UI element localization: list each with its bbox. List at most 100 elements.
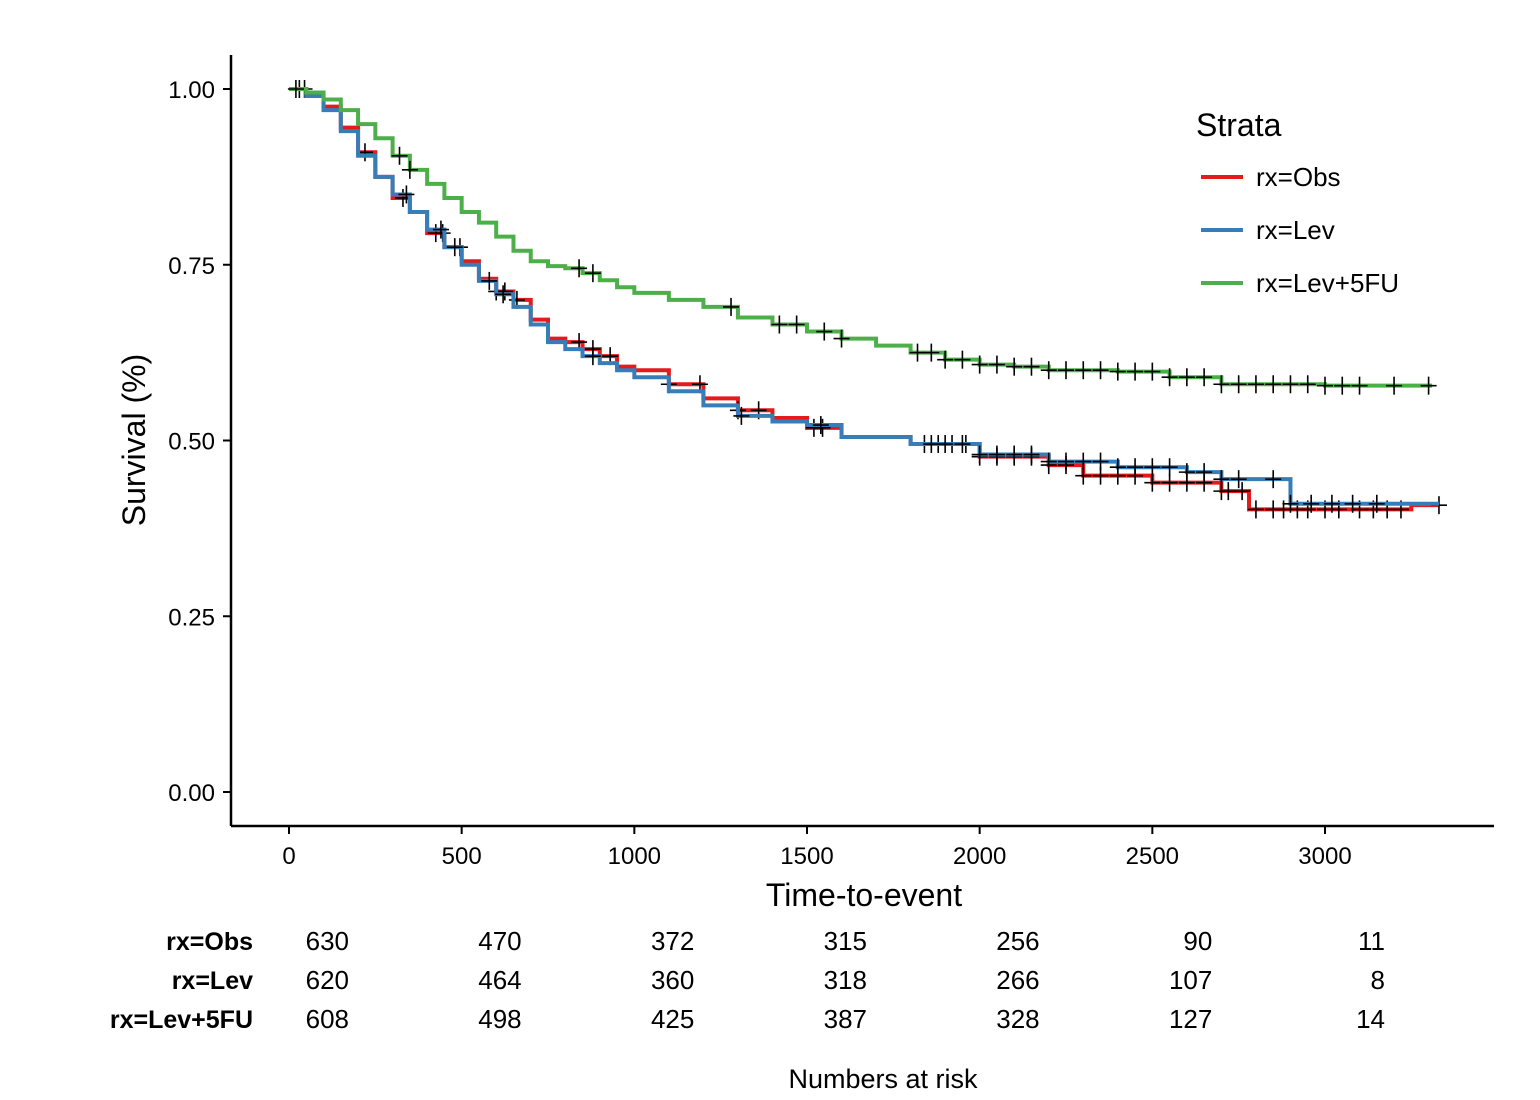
risk-value: 498 (478, 1004, 521, 1034)
censor-mark (1058, 452, 1074, 471)
series-1 (289, 80, 1439, 513)
risk-value: 360 (651, 965, 694, 995)
y-tick-label: 0.75 (168, 253, 215, 280)
censor-mark (1196, 463, 1213, 482)
y-tick-label: 0.00 (168, 780, 215, 807)
censor-mark (1161, 368, 1178, 387)
censor-mark (1092, 361, 1109, 380)
risk-value: 464 (478, 965, 521, 995)
censor-mark (1213, 375, 1230, 394)
censor-mark (1023, 445, 1040, 464)
risk-value: 90 (1183, 926, 1212, 956)
risk-row-name: rx=Lev+5FU (110, 1006, 253, 1034)
risk-value: 630 (306, 926, 349, 956)
censor-mark (1161, 473, 1178, 492)
x-tick-label: 1500 (780, 843, 833, 870)
censor-mark (391, 146, 408, 165)
risk-table-title: Numbers at risk (788, 1064, 978, 1094)
risk-value: 8 (1371, 965, 1385, 995)
risk-value: 470 (478, 926, 521, 956)
x-tick-label: 2000 (953, 843, 1006, 870)
censor-mark (1040, 361, 1057, 380)
censor-mark (1344, 494, 1361, 513)
censor-mark (937, 435, 954, 454)
censor-mark (723, 297, 740, 316)
y-tick-label: 0.50 (168, 429, 215, 456)
x-axis: 0 500 1000 1500 2000 2500 3000 (231, 824, 1494, 870)
censor-mark (571, 259, 588, 278)
risk-value: 372 (651, 926, 694, 956)
censor-mark (1161, 458, 1178, 477)
censor-mark (432, 220, 449, 239)
legend: Strata rx=Obs rx=Lev rx=Lev+5FU (1196, 107, 1399, 298)
censor-mark (771, 315, 788, 334)
censor-mark (1178, 463, 1195, 482)
risk-table: Numbers at risk rx=Obs 630 470 372 315 256 90 1… (110, 926, 1385, 1094)
censor-mark (814, 418, 831, 437)
plot-panel (287, 80, 1447, 519)
risk-value: 256 (996, 926, 1039, 956)
censor-mark (1247, 375, 1264, 394)
censor-mark (1196, 368, 1213, 387)
censor-mark (954, 435, 971, 454)
censor-mark (398, 185, 415, 204)
censor-mark (954, 350, 971, 369)
censor-mark (1230, 470, 1247, 489)
risk-row-name: rx=Obs (166, 928, 253, 956)
risk-value: 608 (306, 1004, 349, 1034)
censor-mark (1265, 470, 1282, 489)
censor-mark (1075, 361, 1092, 380)
censor-mark (1247, 500, 1264, 519)
censor-mark (1144, 473, 1161, 492)
y-axis: 0.00 0.25 0.50 0.75 1.00 (168, 55, 233, 826)
censor-mark (584, 347, 601, 366)
censor-mark (584, 264, 601, 283)
censor-mark (1282, 375, 1299, 394)
x-tick-label: 0 (282, 843, 295, 870)
censor-mark (1058, 361, 1074, 380)
risk-value: 127 (1169, 1004, 1212, 1034)
risk-value: 318 (824, 965, 867, 995)
censor-mark (937, 350, 954, 369)
censor-mark (1144, 458, 1161, 477)
y-axis-title: Survival (%) (116, 354, 152, 526)
risk-row-name: rx=Lev (172, 967, 253, 995)
censor-mark (1334, 376, 1351, 395)
censor-mark (401, 160, 418, 179)
censor-mark (971, 445, 988, 464)
censor-mark (788, 315, 805, 334)
x-axis-title: Time-to-event (766, 877, 962, 913)
censor-mark (1144, 362, 1161, 381)
risk-value: 107 (1169, 965, 1212, 995)
x-tick-label: 3000 (1298, 843, 1351, 870)
censor-mark (1323, 494, 1340, 513)
risk-value: 620 (306, 965, 349, 995)
censor-mark (1368, 494, 1385, 513)
x-tick-label: 500 (442, 843, 482, 870)
censor-mark (1282, 494, 1299, 513)
censor-mark (733, 406, 750, 425)
risk-value: 266 (996, 965, 1039, 995)
censor-mark (988, 445, 1005, 464)
censor-mark (1178, 368, 1195, 387)
censor-mark (909, 343, 926, 362)
series-0 (289, 80, 1447, 519)
censor-mark (1303, 494, 1320, 513)
risk-value: 328 (996, 1004, 1039, 1034)
censor-mark (1230, 375, 1247, 394)
y-tick-label: 1.00 (168, 77, 215, 104)
censor-mark (1109, 458, 1126, 477)
legend-label-1: rx=Lev (1256, 215, 1335, 245)
censor-mark (812, 416, 829, 435)
censor-mark (495, 285, 512, 304)
x-tick-label: 2500 (1126, 843, 1179, 870)
survival-curve-rx=Obs (289, 87, 1439, 512)
censor-mark (481, 271, 498, 290)
censor-mark (1265, 375, 1282, 394)
censor-mark (971, 355, 988, 374)
censor-mark (988, 355, 1005, 374)
risk-value: 425 (651, 1004, 694, 1034)
censor-mark (1023, 357, 1040, 376)
censor-mark (1299, 375, 1316, 394)
